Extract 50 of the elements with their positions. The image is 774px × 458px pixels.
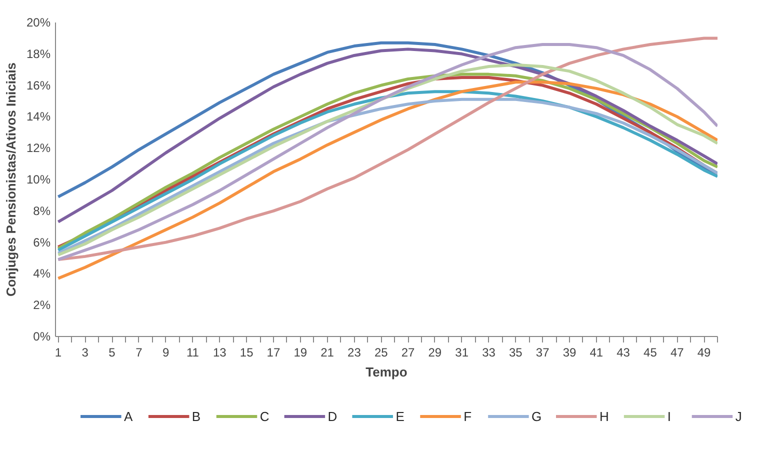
x-tick-label: 25 bbox=[374, 346, 388, 360]
x-tick-label: 43 bbox=[616, 346, 630, 360]
x-tick-label: 13 bbox=[212, 346, 227, 360]
legend-label: A bbox=[124, 409, 133, 424]
x-axis-title: Tempo bbox=[366, 364, 408, 380]
x-tick-label: 33 bbox=[482, 346, 496, 360]
x-tick-label: 17 bbox=[266, 346, 280, 360]
legend-label: G bbox=[532, 409, 542, 424]
x-tick-label: 35 bbox=[508, 346, 523, 360]
x-tick-label: 47 bbox=[670, 346, 684, 360]
x-tick-label: 29 bbox=[428, 346, 442, 360]
x-tick-label: 15 bbox=[240, 346, 254, 360]
x-tick-label: 5 bbox=[108, 346, 116, 360]
x-tick-label: 11 bbox=[186, 346, 200, 360]
x-tick-label: 7 bbox=[136, 346, 143, 360]
legend-label: C bbox=[260, 409, 270, 424]
y-tick-label: 14% bbox=[26, 110, 51, 124]
y-tick-label: 2% bbox=[33, 298, 51, 312]
y-axis-title: Conjuges Pensionistas/Ativos Iniciais bbox=[3, 62, 18, 297]
line-series bbox=[56, 48, 718, 224]
legend-label: B bbox=[192, 409, 201, 424]
x-tick-label: 9 bbox=[162, 346, 170, 360]
x-tick-label: 37 bbox=[536, 346, 550, 360]
x-tick-label: 3 bbox=[82, 346, 89, 360]
y-tick-label: 12% bbox=[26, 141, 51, 156]
y-tick-label: 10% bbox=[26, 172, 51, 186]
y-tick-label: 16% bbox=[26, 78, 51, 92]
x-tick-label: 31 bbox=[455, 346, 469, 360]
x-tick-label: 23 bbox=[348, 346, 362, 360]
x-tick-label: 49 bbox=[697, 346, 712, 360]
x-tick-label: 21 bbox=[320, 346, 334, 360]
x-tick-label: 19 bbox=[294, 346, 308, 360]
y-tick-label: 4% bbox=[33, 266, 51, 281]
legend-label: J bbox=[735, 409, 742, 424]
legend-label: D bbox=[328, 409, 338, 424]
y-tick-label: 20% bbox=[26, 16, 51, 30]
x-tick-label: 41 bbox=[590, 346, 604, 360]
x-tick-label: 39 bbox=[562, 346, 576, 360]
y-tick-label: 0% bbox=[33, 330, 51, 344]
line-series bbox=[56, 80, 718, 280]
legend-label: H bbox=[599, 409, 609, 424]
y-tick-label: 18% bbox=[26, 46, 51, 61]
x-tick-label: 1 bbox=[54, 346, 62, 360]
legend-label: I bbox=[667, 409, 672, 424]
x-tick-label: 27 bbox=[401, 346, 416, 360]
y-tick-label: 6% bbox=[33, 235, 51, 250]
x-tick-label: 45 bbox=[644, 346, 658, 360]
legend-label: E bbox=[396, 409, 405, 424]
legend-label: F bbox=[464, 409, 472, 424]
y-tick-label: 8% bbox=[33, 204, 51, 218]
